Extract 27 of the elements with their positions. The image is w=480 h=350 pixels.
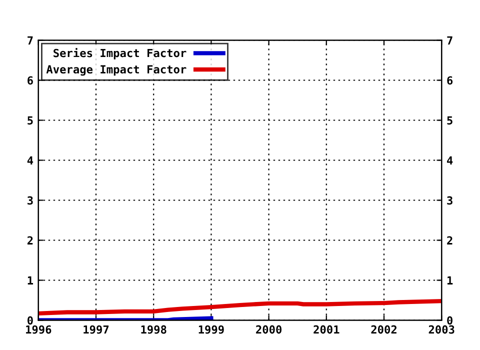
x-tick-label: 1997 xyxy=(84,325,109,334)
y2-tick-label: 4 xyxy=(447,156,453,164)
y2-tick-label: 3 xyxy=(447,196,452,205)
y-tick-label: 3 xyxy=(28,196,33,205)
line-series xyxy=(38,298,442,316)
y2-tick-label: 5 xyxy=(447,116,452,125)
x-tick-label: 2000 xyxy=(256,325,282,334)
x-tick-label: 1998 xyxy=(141,325,166,334)
y2-tick-label: 7 xyxy=(447,36,452,44)
y2-tick-label: 2 xyxy=(447,236,452,244)
y-tick-label: 0 xyxy=(28,316,33,325)
y-tick-label: 7 xyxy=(28,36,33,44)
y2-tick-label: 0 xyxy=(447,316,452,325)
x-tick-label: 2002 xyxy=(371,325,396,334)
y-tick-label: 5 xyxy=(28,116,33,125)
x-tick-label: 1999 xyxy=(198,325,224,334)
legend-label: Series Impact Factor xyxy=(54,48,186,60)
y-tick-label: 6 xyxy=(28,76,33,85)
y-tick-label: 1 xyxy=(28,276,34,284)
y-tick-label: 4 xyxy=(27,156,34,164)
legend-label: Average Impact Factor xyxy=(46,65,186,76)
x-tick-label: 2003 xyxy=(428,325,454,334)
x-tick-label: 1996 xyxy=(26,325,52,334)
y-tick-label: 2 xyxy=(27,236,33,244)
y2-tick-label: 6 xyxy=(447,76,453,85)
y2-tick-label: 1 xyxy=(447,276,453,284)
x-tick-label: 2001 xyxy=(314,325,340,334)
